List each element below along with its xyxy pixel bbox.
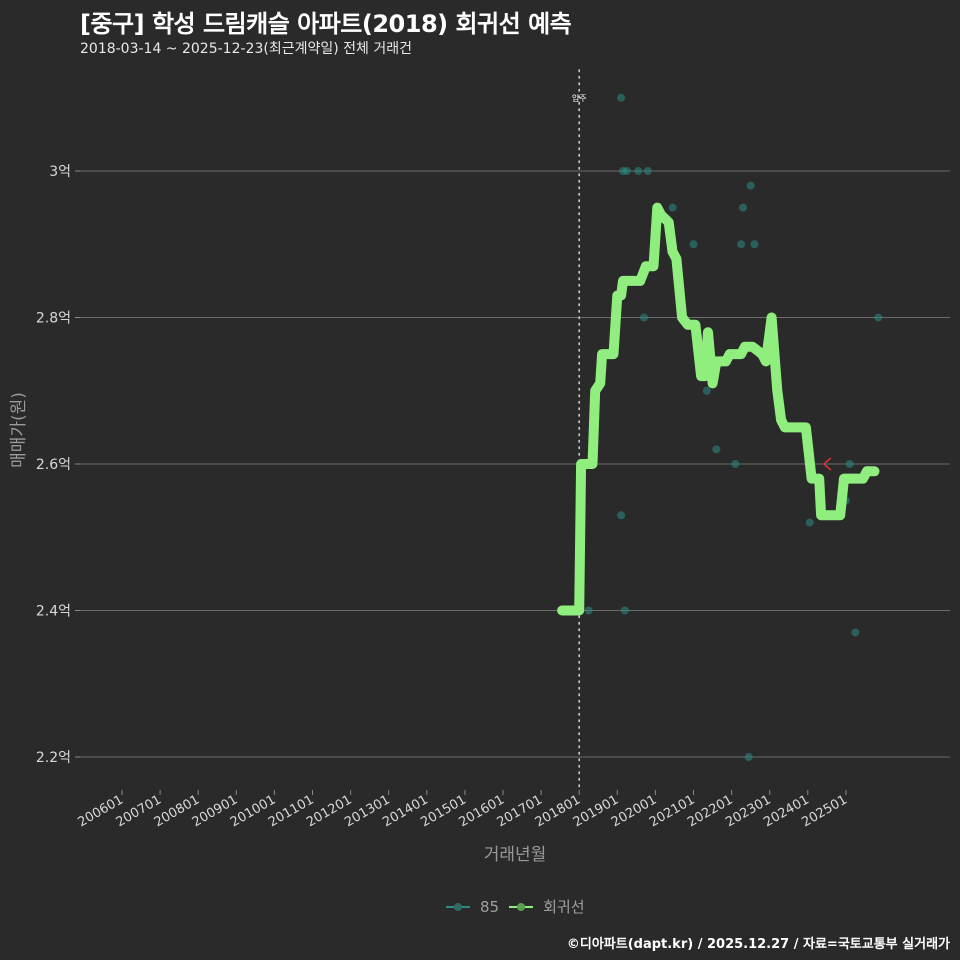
x-axis: 2006012007012008012009012010012011012012… bbox=[76, 790, 850, 830]
regression-line bbox=[557, 202, 880, 616]
move-in-vline: 입주 bbox=[572, 69, 587, 791]
scatter-point bbox=[622, 167, 631, 175]
scatter-point bbox=[746, 181, 755, 190]
y-tick-label: 2.8억 bbox=[36, 311, 71, 327]
y-axis-title: 매매가(원) bbox=[9, 392, 29, 468]
scatter-point bbox=[634, 167, 643, 175]
y-tick-label: 2.2억 bbox=[36, 750, 71, 766]
scatter-point bbox=[617, 93, 626, 102]
scatter-point bbox=[805, 518, 814, 527]
scatter-point bbox=[739, 203, 748, 212]
legend: 85 회귀선 bbox=[446, 896, 585, 917]
grid-lines bbox=[80, 170, 950, 758]
scatter-point bbox=[712, 445, 721, 454]
scatter-point bbox=[668, 203, 677, 212]
scatter-point bbox=[744, 753, 753, 761]
y-tick-label: 2.6억 bbox=[36, 457, 71, 473]
scatter-point bbox=[845, 460, 854, 468]
scatter-point bbox=[750, 240, 759, 249]
scatter-point bbox=[851, 628, 860, 637]
current-marker bbox=[822, 457, 832, 471]
scatter-point bbox=[620, 606, 629, 615]
x-axis-title: 거래년월 bbox=[484, 845, 547, 865]
scatter-point bbox=[643, 167, 652, 175]
scatter-point bbox=[689, 240, 698, 249]
scatter-point bbox=[584, 606, 593, 615]
footer-credit: ©디아파트(dapt.kr) / 2025.12.27 / 자료=국토교통부 실… bbox=[566, 937, 950, 952]
y-tick-label: 2.4억 bbox=[36, 604, 71, 620]
legend-label-regression: 회귀선 bbox=[543, 898, 585, 916]
legend-swatch-regression bbox=[509, 901, 534, 913]
scatter-points-85 bbox=[584, 93, 883, 761]
chart-title: [중구] 학성 드림캐슬 아파트(2018) 회귀선 예측 bbox=[80, 10, 572, 38]
scatter-point bbox=[702, 386, 711, 395]
legend-item-regression: 회귀선 bbox=[509, 896, 585, 917]
scatter-point bbox=[731, 460, 740, 468]
scatter-point bbox=[639, 313, 648, 322]
move-in-label: 입주 bbox=[572, 94, 587, 103]
legend-label-85: 85 bbox=[480, 897, 500, 916]
legend-swatch-85 bbox=[446, 901, 470, 913]
scatter-point bbox=[737, 240, 746, 249]
scatter-point bbox=[617, 511, 626, 520]
y-tick-label: 3억 bbox=[49, 164, 71, 180]
scatter-point bbox=[874, 313, 883, 322]
y-axis: 2.2억 2.4억 2.6억 2.8억 3억 bbox=[36, 164, 80, 766]
chart-subtitle: 2018-03-14 ~ 2025-12-23(최근계약일) 전체 거래건 bbox=[80, 41, 412, 57]
legend-item-85: 85 bbox=[446, 898, 499, 916]
